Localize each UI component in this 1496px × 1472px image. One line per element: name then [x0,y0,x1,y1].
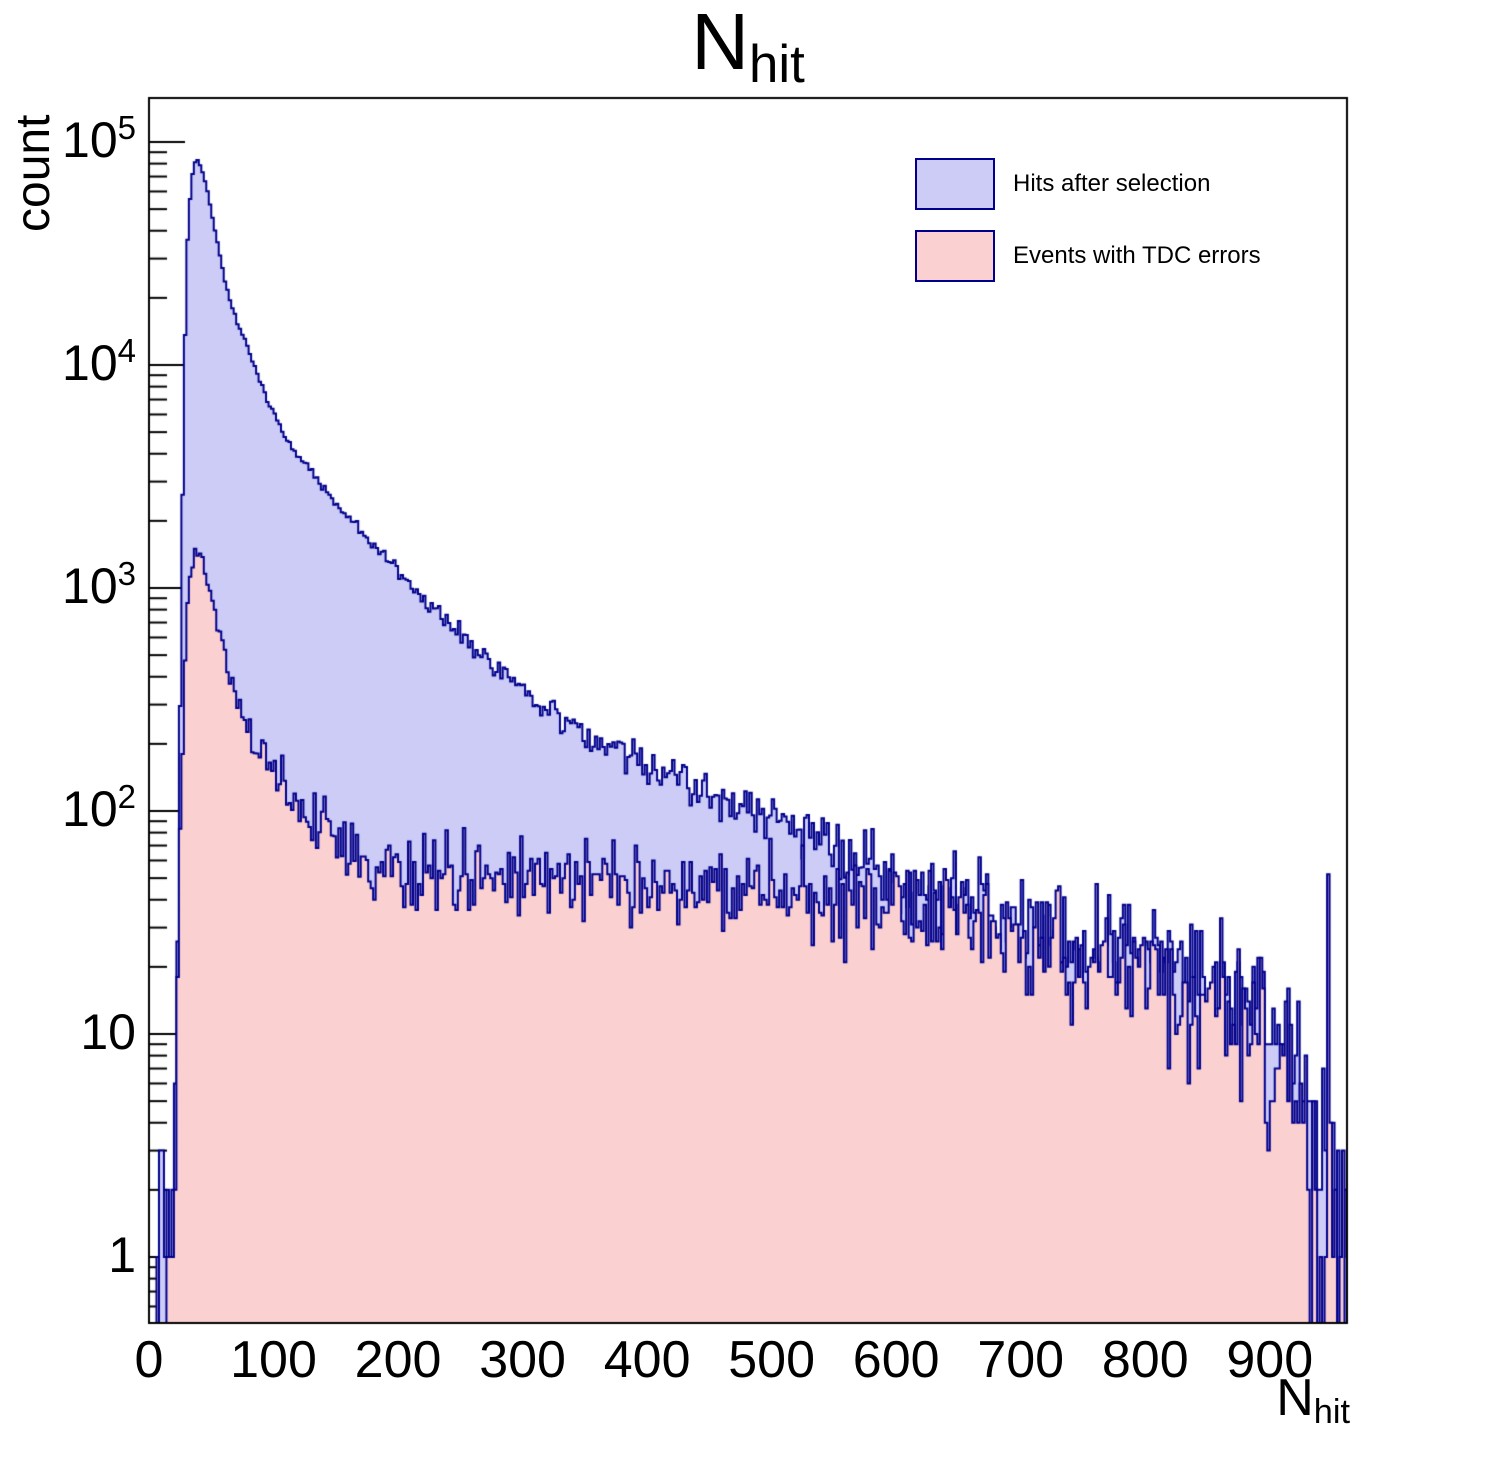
root-canvas-page: Nhit count Nhit 105 104 103 102 10 1 0 100 200 3… [0,0,1496,1472]
histogram-canvas [0,0,1496,1472]
